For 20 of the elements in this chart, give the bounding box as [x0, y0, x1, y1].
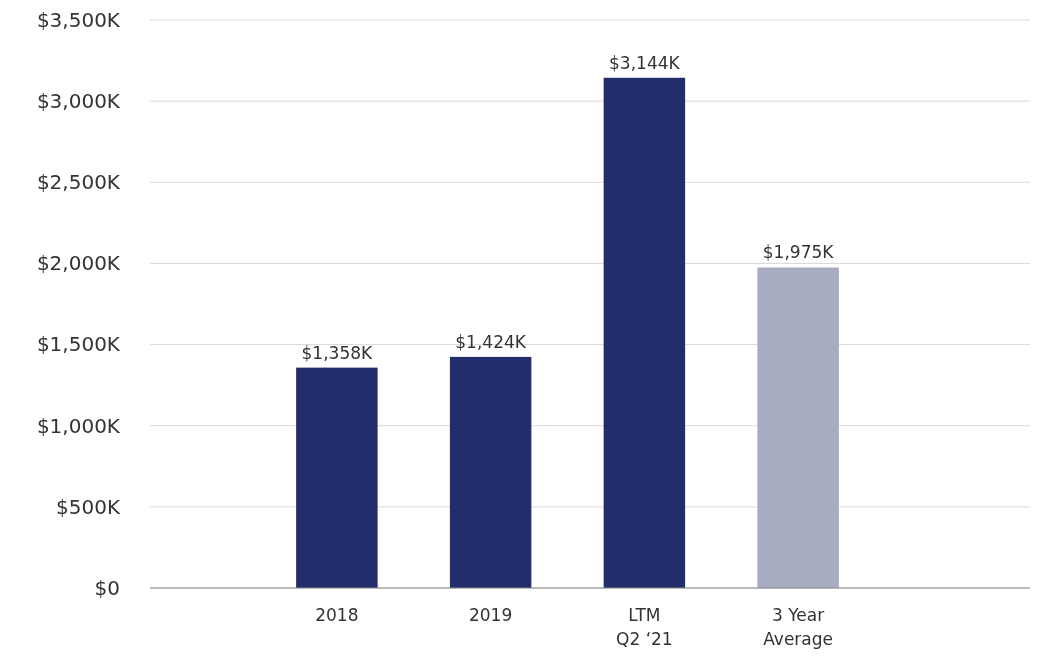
y-tick-label: $0 [94, 575, 120, 600]
bar [603, 77, 686, 588]
data-label: $1,424K [455, 331, 527, 352]
x-tick-label: 3 Year Average [763, 605, 834, 649]
x-tick-label: 2018 [315, 605, 359, 625]
data-label: $1,975K [762, 242, 835, 263]
x-tick-label: LTM Q2 ‘21 [616, 605, 673, 649]
bar [449, 356, 532, 588]
y-tick-label: $1,000K [36, 413, 121, 438]
y-tick-label: $2,500K [36, 170, 121, 195]
data-label: $1,358K [301, 342, 374, 363]
y-tick-label: $1,500K [36, 332, 121, 357]
y-tick-label: $500K [55, 494, 121, 519]
x-tick-label: 2019 [468, 605, 513, 625]
y-tick-label: $3,500K [36, 7, 121, 32]
y-tick-label: $3,000K [36, 89, 121, 114]
y-tick-label: $2,000K [36, 251, 121, 276]
bar [296, 367, 378, 588]
bar [757, 267, 839, 588]
data-label: $3,144K [609, 52, 681, 73]
